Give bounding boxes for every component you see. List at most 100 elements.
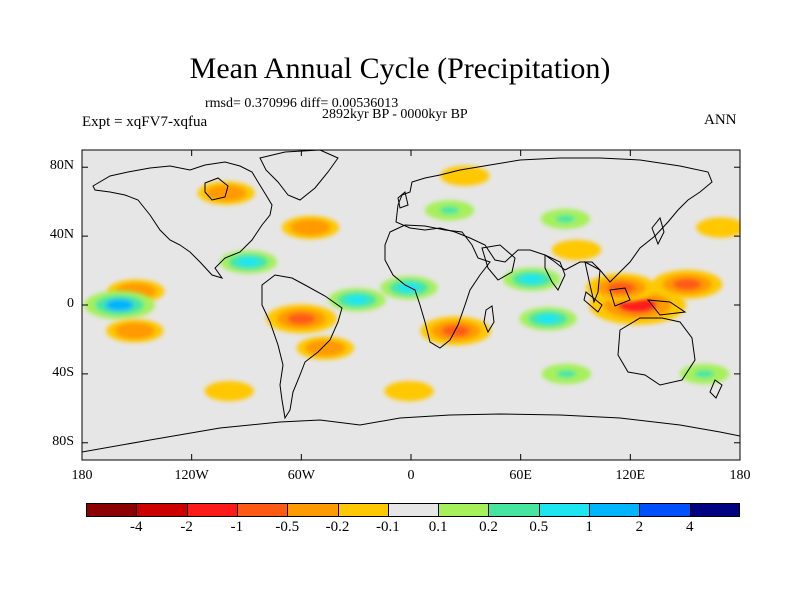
anomaly-contour xyxy=(105,299,134,311)
coast-new-zealand xyxy=(709,379,723,399)
lat-label: 40S xyxy=(52,364,74,380)
anomaly-contour xyxy=(710,223,731,232)
coast-north-america xyxy=(92,161,273,279)
coast-africa xyxy=(384,224,491,349)
coast-sumatra xyxy=(583,291,603,313)
coast-hudson-bay xyxy=(204,177,229,201)
colorbar-label: 2 xyxy=(635,519,644,535)
anomaly-patch xyxy=(296,336,354,360)
anomaly-field xyxy=(84,165,740,402)
coast-australia xyxy=(617,317,696,386)
anomaly-contour xyxy=(345,295,369,305)
coast-arabia xyxy=(481,244,516,281)
anomaly-patch xyxy=(204,381,254,402)
colorbar-label: 0.2 xyxy=(479,519,498,535)
lon-label: 0 xyxy=(407,468,415,483)
anomaly-patch xyxy=(585,273,657,303)
lat-label: 80N xyxy=(49,158,74,174)
anomaly-contour xyxy=(454,171,475,180)
anomaly-contour xyxy=(399,387,419,396)
lat-label: 40N xyxy=(49,227,74,243)
anomaly-contour xyxy=(520,274,544,284)
anomaly-patch xyxy=(107,279,165,303)
colorbar-label: 1 xyxy=(585,519,593,535)
anomaly-contour xyxy=(556,369,577,378)
anomaly-patch xyxy=(106,319,164,343)
anomaly-contour xyxy=(555,214,576,223)
coast-greenland xyxy=(259,150,339,201)
anomaly-patch xyxy=(696,217,740,238)
lon-label: 180 xyxy=(729,468,751,483)
anomaly-patch xyxy=(380,276,438,300)
stats-line: rmsd= 0.370996 diff= 0.00536013 xyxy=(205,96,399,111)
colorbar-label: 0.1 xyxy=(428,519,448,535)
anomaly-contour xyxy=(694,369,715,378)
colorbar-label: 4 xyxy=(685,519,694,535)
coast-eurasia xyxy=(395,157,713,283)
colorbar-label: -2 xyxy=(180,519,193,535)
anomaly-contour xyxy=(441,325,470,337)
season-label: ANN xyxy=(704,112,737,128)
colorbar-swatch xyxy=(488,503,539,517)
anomaly-patch xyxy=(503,267,561,291)
colorbar-swatch xyxy=(438,503,489,517)
colorbar-swatch xyxy=(186,503,237,517)
anomaly-patch xyxy=(424,200,475,221)
anomaly-contour xyxy=(673,278,702,291)
colorbar-label: -0.1 xyxy=(375,519,400,535)
coastlines xyxy=(82,150,740,453)
colorbar-swatch xyxy=(639,503,690,517)
experiment-line: Expt = xqFV7-xqfua xyxy=(82,114,208,130)
coast-india xyxy=(544,254,566,291)
coast-japan xyxy=(651,216,665,246)
colorbar-swatch xyxy=(387,503,439,517)
anomaly-patch xyxy=(551,239,602,260)
anomaly-contour xyxy=(123,326,147,336)
colorbar-swatch xyxy=(136,503,187,517)
period-line: 2892kyr BP - 0000kyr BP xyxy=(322,107,468,122)
anomaly-contour xyxy=(536,314,560,324)
coast-southeast-asia xyxy=(584,261,601,304)
colorbar-label: -0.2 xyxy=(325,519,350,535)
chart-title: Mean Annual Cycle (Precipitation) xyxy=(189,52,611,85)
anomaly-contour xyxy=(566,245,587,254)
colorbar-swatch xyxy=(337,503,388,517)
colorbar-swatch xyxy=(287,503,338,517)
colorbar-label: 0.5 xyxy=(529,519,549,535)
anomaly-contour xyxy=(299,222,322,233)
lat-label: 0 xyxy=(67,296,74,311)
coast-borneo xyxy=(609,287,631,307)
anomaly-patch xyxy=(420,316,491,346)
colorbar-swatch xyxy=(689,503,740,517)
colorbar-label: -0.5 xyxy=(275,519,300,535)
anomaly-patch xyxy=(328,288,386,312)
anomaly-contour xyxy=(607,282,636,294)
anomaly-patch xyxy=(540,208,591,229)
anomaly-contour xyxy=(287,313,316,325)
lat-label: 80S xyxy=(52,433,74,449)
anomaly-patch xyxy=(84,290,155,320)
anomaly-contour xyxy=(219,387,240,396)
axis-ticks xyxy=(81,150,741,460)
lon-label: 180 xyxy=(71,468,93,483)
anomaly-patch xyxy=(384,381,434,402)
coast-south-america xyxy=(261,274,343,420)
lon-label: 120W xyxy=(174,468,209,483)
colorbar-swatch xyxy=(86,503,137,517)
anomaly-contour xyxy=(439,206,460,215)
anomaly-patch xyxy=(541,363,592,384)
lon-label: 60W xyxy=(287,468,315,483)
anomaly-patch xyxy=(281,215,340,240)
colorbar-swatch xyxy=(538,503,590,517)
anomaly-patch xyxy=(219,250,278,274)
anomaly-patch xyxy=(679,363,730,384)
anomaly-patch xyxy=(651,269,723,299)
anomaly-contour xyxy=(237,257,260,267)
colorbar-swatch xyxy=(589,503,640,517)
anomaly-contour xyxy=(397,283,421,293)
coast-uk xyxy=(397,191,409,209)
anomaly-patch xyxy=(519,307,577,331)
anomaly-patch xyxy=(440,165,490,186)
colorbar-label: -4 xyxy=(130,519,143,535)
